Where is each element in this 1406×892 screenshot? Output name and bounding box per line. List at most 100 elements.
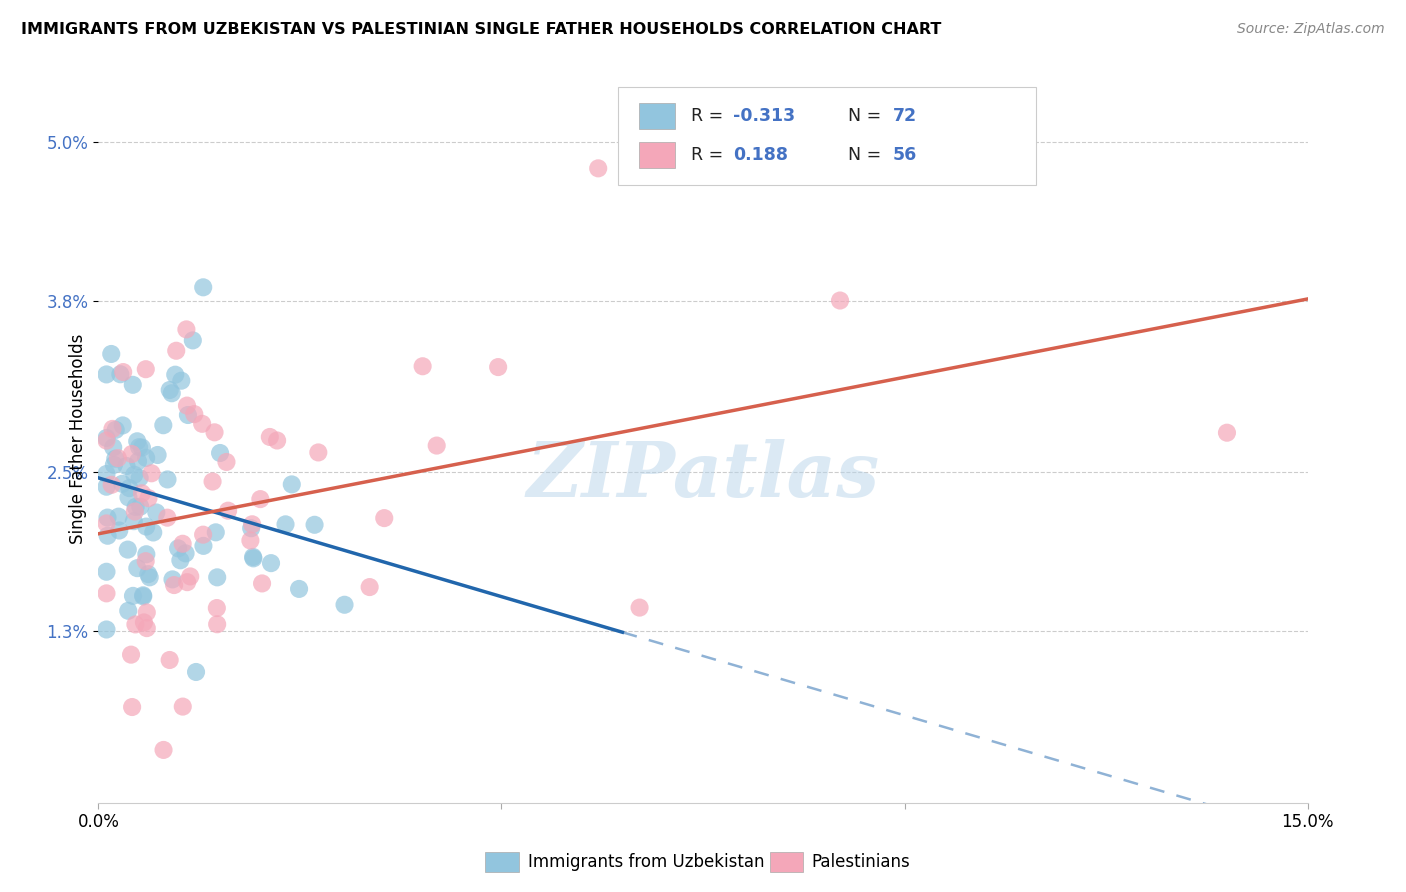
Point [138, 491, 160, 506]
Point [169, 553, 191, 567]
Point [167, 541, 190, 556]
Point [426, 439, 449, 453]
Point [177, 408, 200, 422]
Point [135, 621, 157, 635]
Point [333, 598, 356, 612]
FancyBboxPatch shape [485, 852, 519, 871]
Point [156, 472, 179, 486]
Point [111, 418, 134, 433]
FancyBboxPatch shape [619, 87, 1035, 185]
Point [132, 590, 155, 604]
Point [124, 500, 146, 514]
Point [128, 440, 150, 454]
Point [240, 517, 263, 532]
Point [96, 516, 118, 531]
Point [121, 447, 143, 461]
Point [100, 347, 122, 361]
Point [129, 500, 152, 514]
Point [124, 617, 146, 632]
Point [176, 575, 198, 590]
Point [142, 525, 165, 540]
Point [101, 422, 124, 436]
Point [117, 491, 139, 505]
Point [127, 434, 149, 449]
Text: ZIPatlas: ZIPatlas [526, 439, 880, 513]
Point [141, 467, 163, 481]
Point [96, 480, 118, 494]
Point [103, 441, 125, 455]
Point [96, 467, 118, 481]
Point [204, 425, 226, 440]
Point [162, 573, 184, 587]
Point [274, 517, 297, 532]
Point [132, 615, 155, 630]
Point [111, 476, 134, 491]
Point [118, 481, 141, 495]
Point [156, 510, 179, 524]
Point [152, 418, 174, 433]
Point [135, 450, 157, 465]
Point [127, 454, 149, 468]
Point [131, 486, 153, 500]
Point [96, 586, 118, 600]
Point [281, 477, 304, 491]
Point [183, 407, 205, 421]
Point [307, 445, 329, 459]
Point [96, 623, 118, 637]
Point [373, 511, 395, 525]
Point [135, 606, 157, 620]
Point [132, 588, 155, 602]
Point [96, 431, 118, 445]
Point [240, 521, 263, 535]
Point [104, 451, 127, 466]
Text: 0.188: 0.188 [734, 146, 789, 164]
Point [160, 386, 183, 401]
Point [179, 569, 201, 583]
Point [135, 547, 157, 561]
Point [120, 648, 142, 662]
Point [163, 578, 186, 592]
Point [828, 293, 851, 308]
Point [209, 446, 232, 460]
Point [412, 359, 434, 374]
Point [359, 580, 381, 594]
Point [159, 653, 181, 667]
Point [96, 434, 118, 448]
Point [172, 537, 194, 551]
Point [174, 546, 197, 560]
Point [136, 567, 159, 582]
Point [242, 549, 264, 564]
Text: R =: R = [690, 107, 728, 125]
Point [215, 455, 238, 469]
Point [249, 492, 271, 507]
Point [259, 430, 281, 444]
Point [260, 556, 283, 570]
Point [486, 360, 509, 375]
Point [304, 517, 326, 532]
Point [110, 368, 132, 382]
Point [176, 399, 198, 413]
Point [146, 448, 169, 462]
Point [266, 434, 288, 448]
Point [181, 334, 204, 348]
Point [193, 539, 215, 553]
Point [201, 475, 224, 489]
Text: N =: N = [848, 146, 887, 164]
Y-axis label: Single Father Households: Single Father Households [69, 334, 87, 544]
Point [288, 582, 311, 596]
Point [135, 362, 157, 376]
FancyBboxPatch shape [769, 852, 803, 871]
Point [191, 527, 214, 541]
Text: R =: R = [690, 146, 728, 164]
Point [628, 600, 651, 615]
Point [122, 589, 145, 603]
Point [96, 510, 118, 524]
Point [117, 604, 139, 618]
FancyBboxPatch shape [638, 103, 675, 128]
Point [131, 441, 153, 455]
Point [138, 570, 160, 584]
Point [170, 374, 193, 388]
Point [135, 554, 157, 568]
Point [122, 467, 145, 482]
Point [96, 368, 118, 382]
